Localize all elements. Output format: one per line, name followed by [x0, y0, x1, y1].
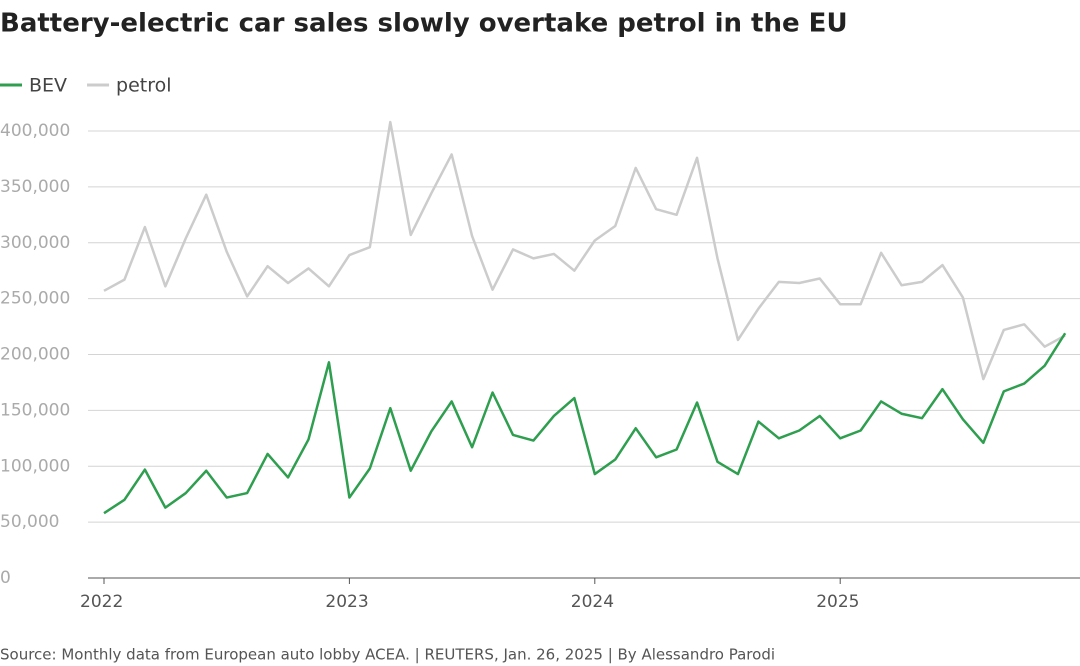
- source-note: Source: Monthly data from European auto …: [0, 646, 775, 664]
- x-tick-label: 2025: [816, 592, 859, 612]
- x-tick-label: 2024: [571, 592, 614, 612]
- chart-title: Battery-electric car sales slowly overta…: [0, 9, 848, 39]
- y-tick-label: 300,000: [0, 233, 70, 253]
- y-tick-label: 350,000: [0, 177, 70, 197]
- y-tick-label: 250,000: [0, 289, 70, 309]
- y-tick-label: 100,000: [0, 456, 70, 476]
- y-tick-label: 150,000: [0, 400, 70, 420]
- x-tick-label: 2023: [325, 592, 368, 612]
- x-tick-label: 2022: [80, 592, 123, 612]
- legend-label: BEV: [29, 75, 67, 97]
- y-tick-label: 0: [0, 568, 11, 588]
- series-line: [103, 120, 1066, 381]
- series-line: [103, 332, 1067, 515]
- y-tick-label: 400,000: [0, 121, 70, 141]
- y-tick-label: 200,000: [0, 345, 70, 365]
- legend-label: petrol: [116, 75, 172, 97]
- y-tick-label: 50,000: [0, 512, 59, 532]
